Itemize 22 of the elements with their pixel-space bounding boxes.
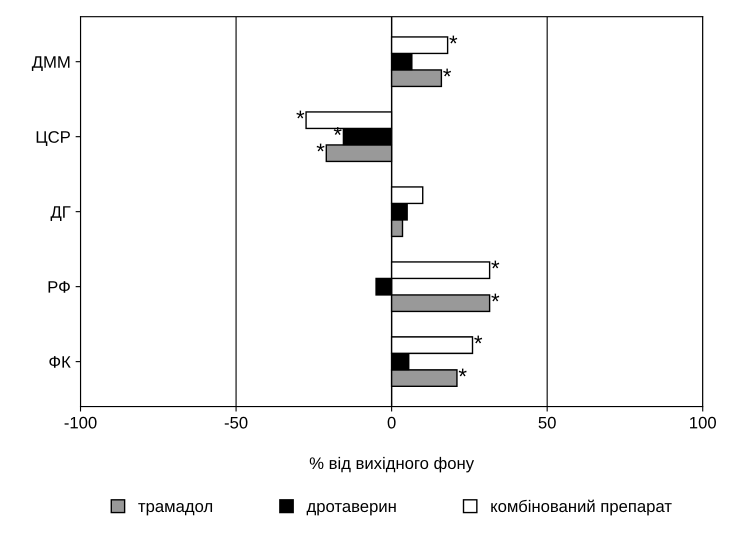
- data-label: *: [296, 110, 304, 118]
- data-label: *: [491, 260, 500, 268]
- x-tick-label: 50: [538, 416, 556, 429]
- data-label: *: [474, 336, 482, 344]
- x-tick-label: 100: [690, 416, 716, 429]
- y-tick-label: РФ: [48, 281, 70, 293]
- x-tick-label: -100: [64, 416, 97, 429]
- x-tick-label: 0: [388, 416, 396, 429]
- data-label: *: [449, 36, 458, 44]
- data-label: *: [443, 68, 452, 76]
- y-tick-label: ДГ: [50, 206, 70, 222]
- y-tick-label: ЦСР: [36, 131, 70, 146]
- x-axis-title: % від вихідного фону: [310, 456, 474, 472]
- legend-label: трамадол: [138, 502, 212, 516]
- data-label: *: [458, 368, 467, 376]
- x-tick-label: -50: [224, 416, 248, 429]
- data-label: *: [491, 294, 500, 302]
- y-tick-label: ФК: [49, 356, 71, 368]
- y-tick-label: ДММ: [32, 56, 70, 72]
- legend-label: комбінований препарат: [491, 500, 672, 516]
- legend-label: дротаверин: [306, 502, 396, 516]
- data-label: *: [316, 144, 325, 152]
